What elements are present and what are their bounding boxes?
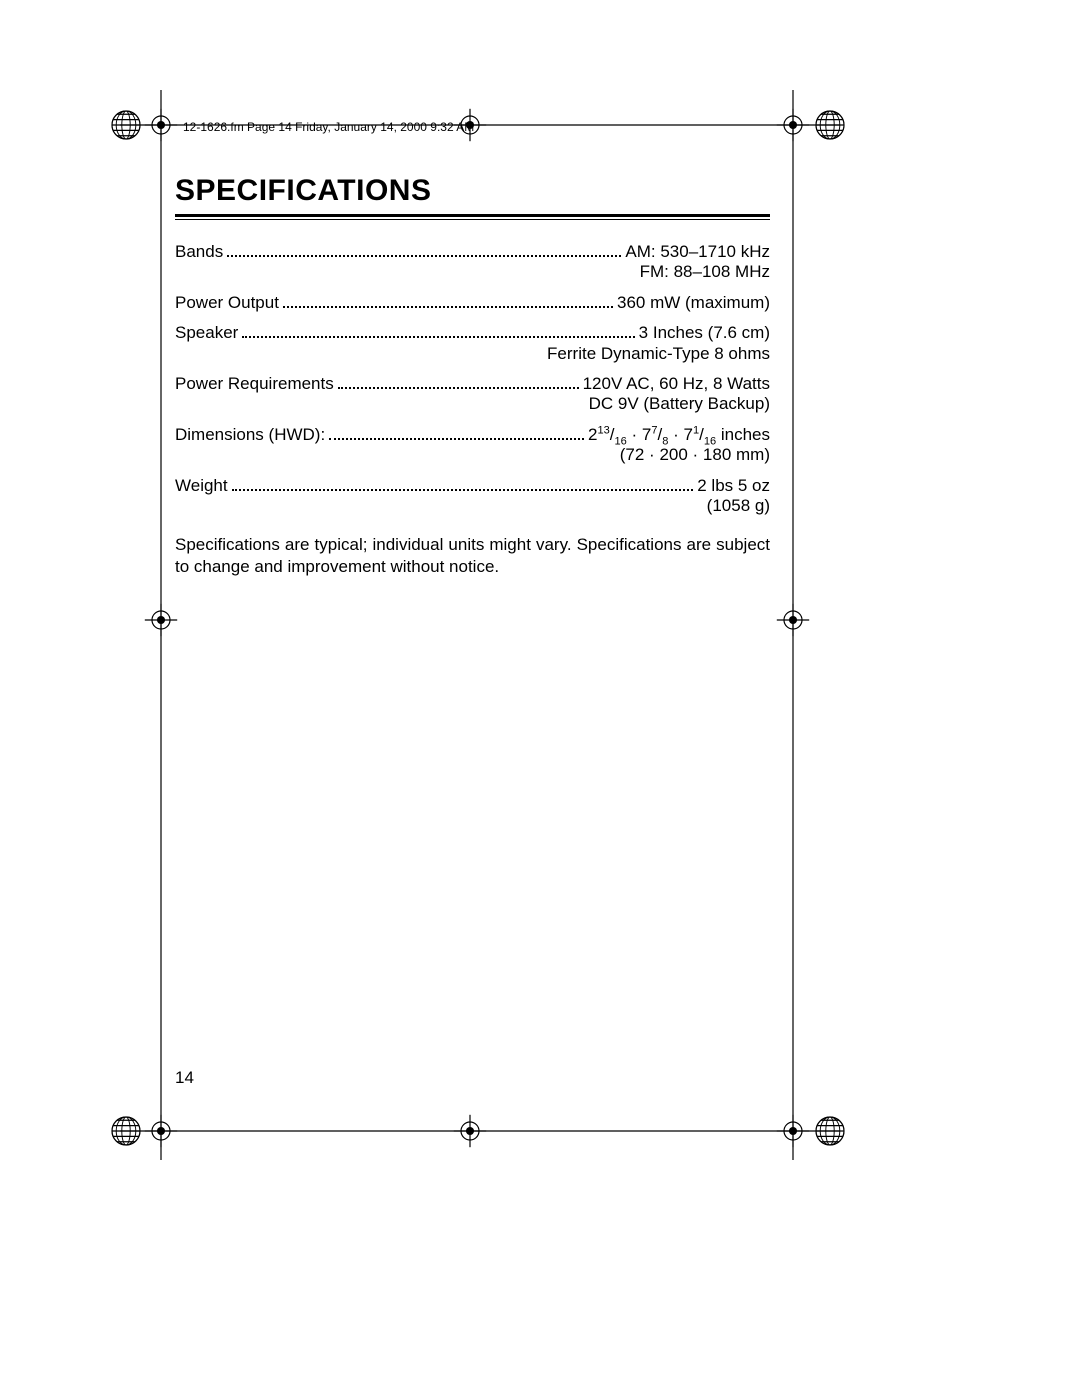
page-number: 14 [175, 1068, 194, 1088]
spec-value: 213/16 · 77/8 · 71/16 inches [588, 425, 770, 445]
spec-row: Dimensions (HWD): 213/16 · 77/8 · 71/16 i… [175, 425, 770, 445]
spec-value: 2 lbs 5 oz [697, 476, 770, 496]
spec-label: Weight [175, 476, 228, 496]
spec-value: AM: 530–1710 kHz [625, 242, 770, 262]
page-content: 12-1626.fm Page 14 Friday, January 14, 2… [175, 120, 770, 577]
page-title: SPECIFICATIONS [175, 174, 770, 208]
spec-label: Power Output [175, 293, 279, 313]
spec-value: 3 Inches (7.6 cm) [639, 323, 770, 343]
spec-row: Weight 2 lbs 5 oz [175, 476, 770, 496]
spec-note: Specifications are typical; individual u… [175, 534, 770, 577]
spec-value: 120V AC, 60 Hz, 8 Watts [583, 374, 770, 394]
spec-item: Power Requirements 120V AC, 60 Hz, 8 Watt… [175, 374, 770, 415]
spec-value-extra: FM: 88–108 MHz [175, 262, 770, 282]
spec-value-extra: (1058 g) [175, 496, 770, 516]
spec-value-extra: Ferrite Dynamic-Type 8 ohms [175, 344, 770, 364]
dot-leader [242, 324, 634, 338]
title-rule-thick [175, 214, 770, 217]
spec-row: Bands AM: 530–1710 kHz [175, 242, 770, 262]
spec-row: Power Requirements 120V AC, 60 Hz, 8 Watt… [175, 374, 770, 394]
dot-leader [329, 426, 584, 440]
spec-item: Power Output 360 mW (maximum) [175, 293, 770, 313]
spec-value-extra: (72 · 200 · 180 mm) [175, 445, 770, 465]
spec-row: Speaker 3 Inches (7.6 cm) [175, 323, 770, 343]
dot-leader [338, 375, 579, 389]
file-stamp: 12-1626.fm Page 14 Friday, January 14, 2… [183, 120, 770, 134]
spec-label: Dimensions (HWD): [175, 425, 325, 445]
dot-leader [227, 243, 621, 257]
dot-leader [232, 477, 694, 491]
spec-item: Weight 2 lbs 5 oz(1058 g) [175, 476, 770, 517]
spec-row: Power Output 360 mW (maximum) [175, 293, 770, 313]
spec-value-extra: DC 9V (Battery Backup) [175, 394, 770, 414]
spec-label: Power Requirements [175, 374, 334, 394]
spec-label: Bands [175, 242, 223, 262]
title-rule-thin [175, 219, 770, 220]
dot-leader [283, 294, 613, 308]
spec-value: 360 mW (maximum) [617, 293, 770, 313]
spec-item: Bands AM: 530–1710 kHzFM: 88–108 MHz [175, 242, 770, 283]
specifications-list: Bands AM: 530–1710 kHzFM: 88–108 MHz Power… [175, 242, 770, 516]
spec-item: Speaker 3 Inches (7.6 cm)Ferrite Dynamic-… [175, 323, 770, 364]
spec-item: Dimensions (HWD): 213/16 · 77/8 · 71/16 i… [175, 425, 770, 466]
spec-label: Speaker [175, 323, 238, 343]
